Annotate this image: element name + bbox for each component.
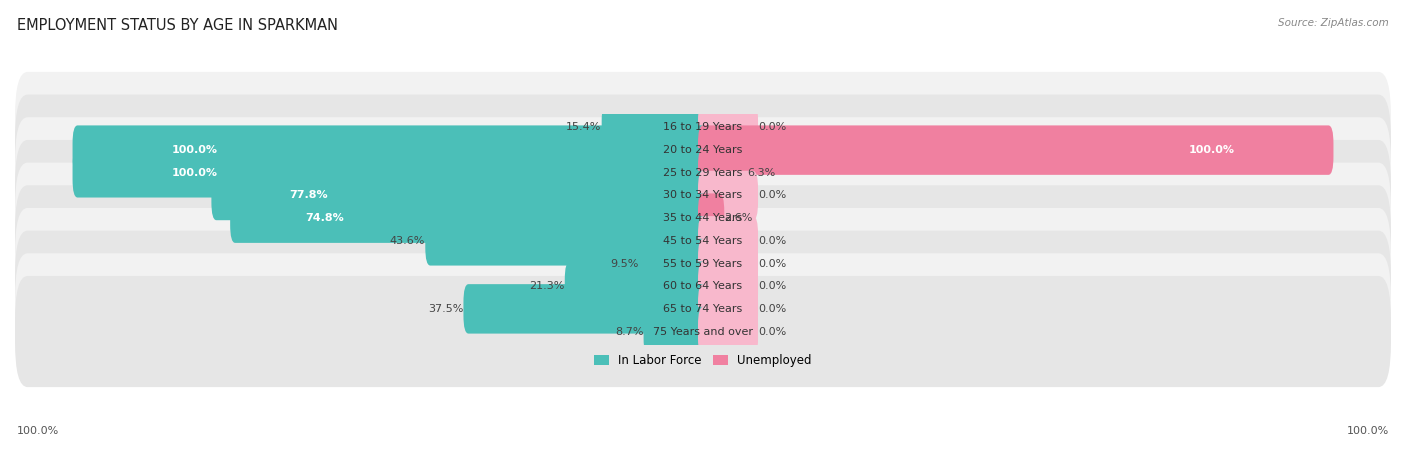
FancyBboxPatch shape (697, 171, 758, 220)
Text: 100.0%: 100.0% (1188, 145, 1234, 155)
FancyBboxPatch shape (697, 194, 724, 243)
Text: 0.0%: 0.0% (758, 304, 786, 314)
FancyBboxPatch shape (15, 72, 1391, 183)
Text: 65 to 74 Years: 65 to 74 Years (664, 304, 742, 314)
Text: 100.0%: 100.0% (172, 145, 218, 155)
FancyBboxPatch shape (464, 284, 709, 333)
Text: 60 to 64 Years: 60 to 64 Years (664, 281, 742, 291)
Legend: In Labor Force, Unemployed: In Labor Force, Unemployed (589, 349, 817, 372)
FancyBboxPatch shape (15, 231, 1391, 342)
Text: 21.3%: 21.3% (530, 281, 565, 291)
Text: 2.6%: 2.6% (724, 213, 752, 223)
FancyBboxPatch shape (15, 162, 1391, 274)
Text: 20 to 24 Years: 20 to 24 Years (664, 145, 742, 155)
Text: 100.0%: 100.0% (172, 168, 218, 178)
FancyBboxPatch shape (15, 185, 1391, 297)
FancyBboxPatch shape (697, 239, 758, 288)
FancyBboxPatch shape (602, 103, 709, 152)
FancyBboxPatch shape (211, 171, 709, 220)
FancyBboxPatch shape (697, 307, 758, 356)
FancyBboxPatch shape (15, 253, 1391, 364)
Text: 43.6%: 43.6% (389, 236, 425, 246)
Text: EMPLOYMENT STATUS BY AGE IN SPARKMAN: EMPLOYMENT STATUS BY AGE IN SPARKMAN (17, 18, 337, 33)
FancyBboxPatch shape (638, 239, 709, 288)
FancyBboxPatch shape (697, 284, 758, 333)
FancyBboxPatch shape (644, 307, 709, 356)
Text: 55 to 59 Years: 55 to 59 Years (664, 258, 742, 269)
FancyBboxPatch shape (15, 208, 1391, 319)
Text: 35 to 44 Years: 35 to 44 Years (664, 213, 742, 223)
FancyBboxPatch shape (15, 117, 1391, 228)
FancyBboxPatch shape (15, 276, 1391, 387)
Text: 15.4%: 15.4% (567, 122, 602, 132)
Text: 45 to 54 Years: 45 to 54 Years (664, 236, 742, 246)
FancyBboxPatch shape (231, 194, 709, 243)
Text: 75 Years and over: 75 Years and over (652, 327, 754, 337)
Text: 100.0%: 100.0% (1347, 427, 1389, 436)
FancyBboxPatch shape (425, 216, 709, 266)
Text: 30 to 34 Years: 30 to 34 Years (664, 190, 742, 201)
FancyBboxPatch shape (697, 261, 758, 311)
Text: 6.3%: 6.3% (748, 168, 776, 178)
Text: 0.0%: 0.0% (758, 327, 786, 337)
Text: 0.0%: 0.0% (758, 281, 786, 291)
FancyBboxPatch shape (15, 140, 1391, 251)
Text: 16 to 19 Years: 16 to 19 Years (664, 122, 742, 132)
Text: 37.5%: 37.5% (427, 304, 464, 314)
Text: 0.0%: 0.0% (758, 190, 786, 201)
Text: 0.0%: 0.0% (758, 122, 786, 132)
FancyBboxPatch shape (697, 103, 758, 152)
FancyBboxPatch shape (697, 126, 1333, 175)
Text: 25 to 29 Years: 25 to 29 Years (664, 168, 742, 178)
FancyBboxPatch shape (73, 148, 709, 198)
Text: 77.8%: 77.8% (290, 190, 328, 201)
Text: 9.5%: 9.5% (610, 258, 638, 269)
Text: 0.0%: 0.0% (758, 236, 786, 246)
FancyBboxPatch shape (697, 216, 758, 266)
FancyBboxPatch shape (565, 261, 709, 311)
FancyBboxPatch shape (73, 126, 709, 175)
Text: 74.8%: 74.8% (305, 213, 344, 223)
Text: 8.7%: 8.7% (614, 327, 644, 337)
Text: Source: ZipAtlas.com: Source: ZipAtlas.com (1278, 18, 1389, 28)
FancyBboxPatch shape (697, 148, 748, 198)
Text: 100.0%: 100.0% (17, 427, 59, 436)
Text: 0.0%: 0.0% (758, 258, 786, 269)
FancyBboxPatch shape (15, 94, 1391, 206)
